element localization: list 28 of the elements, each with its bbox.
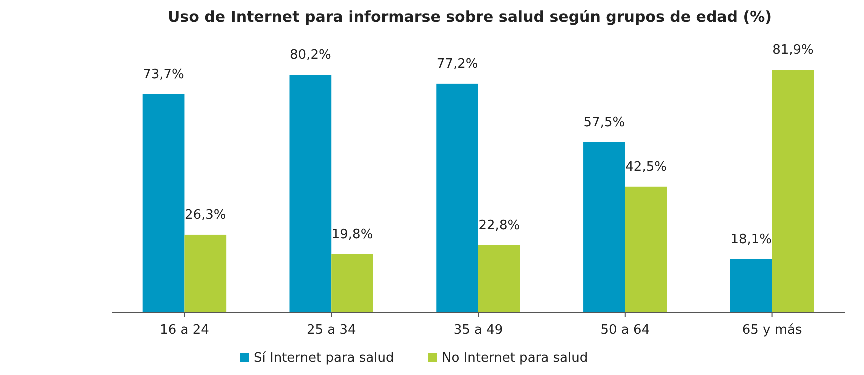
bar xyxy=(332,254,374,313)
data-label: 19,8% xyxy=(332,227,374,242)
bar xyxy=(184,234,227,313)
data-label: 26,3% xyxy=(184,208,226,223)
chart-title: Uso de Internet para informarse sobre salud según grupos de edad (%) xyxy=(168,8,772,26)
bar xyxy=(584,142,626,313)
bar xyxy=(290,75,332,313)
bar xyxy=(772,70,814,313)
bar xyxy=(478,245,520,313)
legend-label: Sí Internet para salud xyxy=(254,351,394,366)
bar xyxy=(625,186,668,313)
x-tick-label: 25 a 34 xyxy=(306,323,356,338)
data-label: 57,5% xyxy=(584,115,626,130)
data-label: 42,5% xyxy=(626,160,667,175)
bar xyxy=(142,94,185,313)
x-tick-label: 35 a 49 xyxy=(454,323,504,338)
x-tick-label: 16 a 24 xyxy=(160,323,210,338)
x-tick-label: 50 a 64 xyxy=(600,323,650,338)
bar xyxy=(730,259,772,313)
data-label: 18,1% xyxy=(730,232,772,248)
data-label: 73,7% xyxy=(143,67,184,82)
data-label: 22,8% xyxy=(478,218,520,234)
x-tick-label: 65 y más xyxy=(742,323,802,338)
data-label: 81,9% xyxy=(772,43,814,58)
data-label: 77,2% xyxy=(436,56,478,72)
data-label: 80,2% xyxy=(290,48,332,64)
legend-label: No Internet para salud xyxy=(442,351,588,366)
bar xyxy=(436,84,478,313)
